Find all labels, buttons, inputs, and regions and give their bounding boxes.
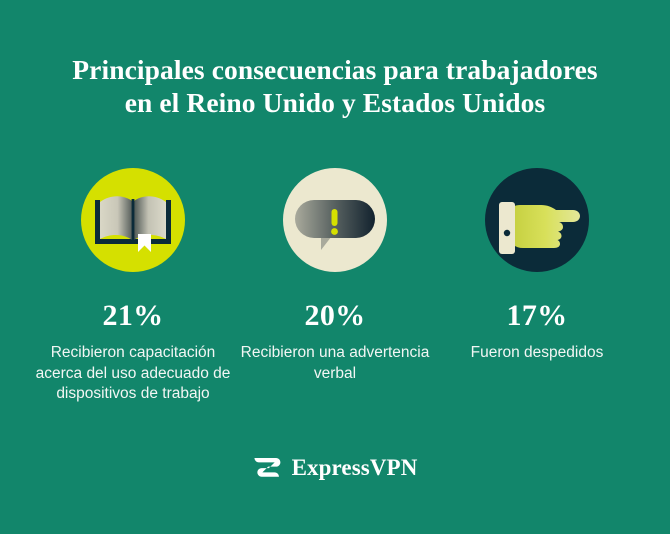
title-line-1: Principales consecuencias para trabajado…	[72, 54, 598, 85]
stat-column-warning: 20% Recibieron una advertencia verbal	[234, 168, 436, 384]
stat-caption: Fueron despedidos	[470, 344, 604, 361]
stat-percent: 20%	[304, 299, 366, 332]
stats-row: 21% Recibieron capacitación acerca del u…	[0, 168, 670, 405]
stat-percent: 17%	[506, 299, 568, 332]
expressvpn-wordmark: ExpressVPN	[291, 455, 418, 480]
icon-circle-speech-bubble	[283, 168, 387, 272]
icon-circle-book	[81, 168, 185, 272]
stat-caption: Recibieron capacitación acerca del uso a…	[35, 344, 231, 402]
stat-column-training: 21% Recibieron capacitación acerca del u…	[32, 168, 234, 405]
expressvpn-logo-mark	[254, 458, 280, 477]
pointing-hand-icon	[499, 202, 580, 254]
stat-column-fired: 17% Fueron despedidos	[436, 168, 638, 364]
expressvpn-logo[interactable]: ExpressVPN	[0, 453, 670, 483]
stat-percent: 21%	[102, 299, 164, 332]
stat-caption: Recibieron una advertencia verbal	[240, 344, 430, 382]
title-line-2: en el Reino Unido y Estados Unidos	[124, 87, 546, 118]
icon-circle-pointing-hand	[485, 168, 589, 272]
page-title: Principales consecuencias para trabajado…	[0, 53, 670, 119]
open-book-icon	[95, 196, 171, 252]
speech-bubble-warning-icon	[295, 200, 375, 250]
